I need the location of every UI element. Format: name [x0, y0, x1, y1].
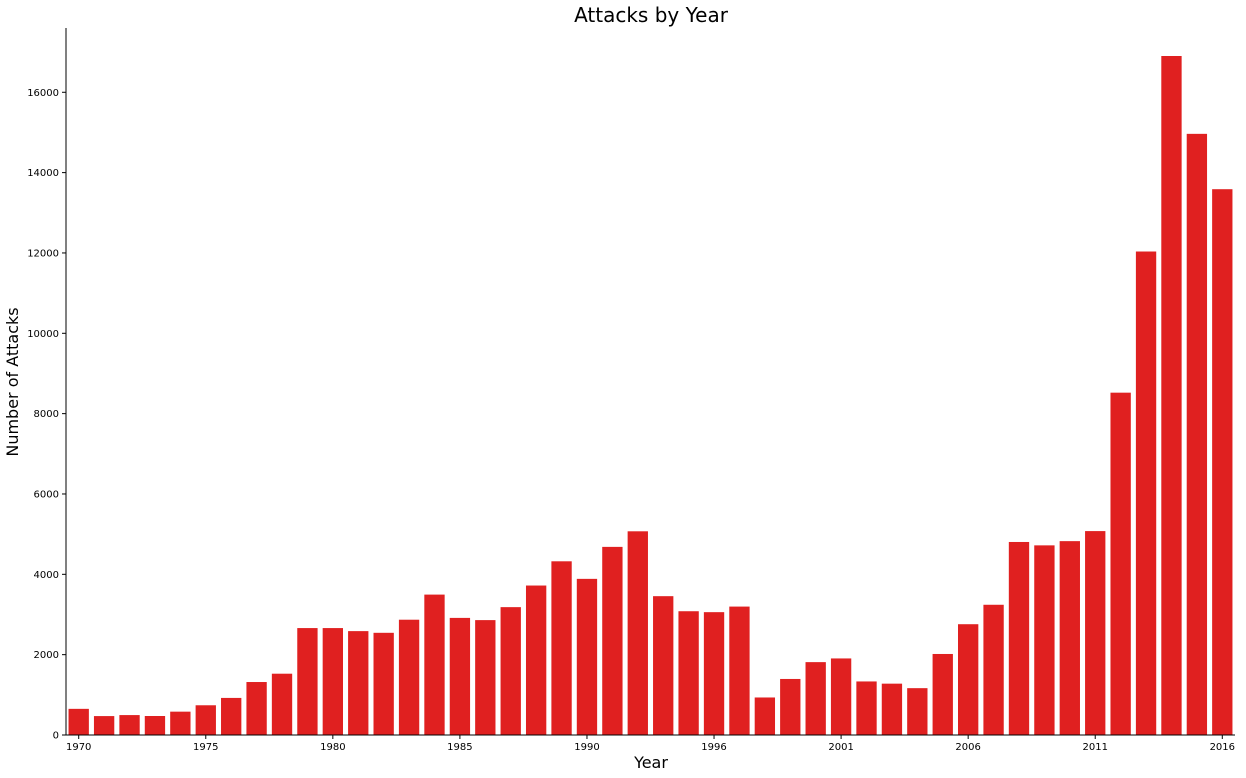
y-tick-label: 2000 — [34, 650, 59, 661]
bar-2013 — [1135, 251, 1157, 735]
bar-1973 — [144, 716, 166, 735]
bar-1994 — [653, 596, 674, 735]
bar-2015 — [1186, 133, 1208, 736]
bar-1988 — [525, 585, 547, 735]
bar-1979 — [297, 628, 318, 735]
y-tick-label: 12000 — [27, 248, 59, 259]
bar-1982 — [373, 632, 394, 735]
bar-1989 — [551, 561, 572, 735]
bar-1972 — [119, 715, 140, 735]
y-tick-label: 16000 — [27, 88, 59, 99]
bars-group — [68, 56, 1233, 736]
x-tick-label: 2011 — [1083, 742, 1108, 753]
y-tick-label: 6000 — [34, 489, 59, 500]
x-tick-label: 2001 — [828, 742, 853, 753]
y-tick-label: 14000 — [27, 168, 59, 179]
y-axis: 0 2000 4000 6000 8000 10000 12000 14000 16000 — [27, 28, 67, 742]
bar-1978 — [271, 673, 293, 735]
bar-1987 — [500, 607, 521, 735]
bar-1970 — [68, 708, 89, 735]
bar-2010 — [1059, 541, 1080, 735]
bar-1986 — [475, 620, 496, 735]
bar-1999 — [780, 678, 801, 735]
bar-1985 — [449, 617, 471, 735]
bar-1975 — [195, 705, 216, 735]
bar-1991 — [602, 546, 623, 735]
bar-2005 — [932, 653, 953, 735]
bar-1995 — [678, 611, 699, 735]
bar-2012 — [1110, 392, 1131, 735]
bar-1996 — [703, 612, 725, 735]
y-tick-label: 4000 — [34, 570, 59, 581]
x-tick-label: 1985 — [447, 742, 472, 753]
bar-2001 — [830, 658, 852, 735]
bar-1971 — [93, 716, 115, 735]
bar-1980 — [322, 628, 343, 735]
bar-1997 — [729, 606, 750, 735]
x-tick-label: 2006 — [955, 742, 980, 753]
bar-2009 — [1034, 545, 1055, 735]
bar-1983 — [398, 619, 420, 735]
bar-2011 — [1085, 531, 1106, 735]
bar-2008 — [1008, 541, 1030, 735]
y-tick-label: 10000 — [27, 329, 59, 340]
y-axis-label: Number of Attacks — [3, 307, 22, 456]
bar-1981 — [348, 631, 369, 735]
bar-2002 — [856, 681, 877, 735]
bar-2003 — [881, 683, 903, 735]
x-tick-label: 1990 — [574, 742, 599, 753]
bar-1977 — [246, 682, 267, 735]
bar-2014 — [1161, 56, 1182, 735]
y-tick-label: 8000 — [34, 409, 59, 420]
x-axis-label: Year — [633, 753, 668, 772]
bar-2000 — [805, 662, 826, 735]
x-tick-label: 2016 — [1210, 742, 1235, 753]
y-tick-label: 0 — [53, 731, 59, 742]
bar-1998 — [754, 697, 776, 735]
bar-1992 — [627, 531, 648, 735]
x-tick-label: 1996 — [701, 742, 726, 753]
bar-2006 — [958, 624, 979, 735]
x-axis: 1970 1975 1980 1985 1990 1996 2001 2006 2011 2016 — [66, 734, 1235, 753]
x-tick-label: 1980 — [320, 742, 345, 753]
bar-1976 — [221, 697, 242, 735]
x-tick-label: 1970 — [66, 742, 91, 753]
bar-1990 — [576, 578, 598, 735]
bar-2007 — [983, 604, 1004, 735]
bar-1974 — [170, 711, 191, 735]
chart-title: Attacks by Year — [574, 3, 729, 27]
x-tick-label: 1975 — [193, 742, 218, 753]
bar-2016 — [1212, 189, 1233, 735]
bar-2004 — [907, 688, 928, 735]
bar-1984 — [424, 594, 445, 735]
